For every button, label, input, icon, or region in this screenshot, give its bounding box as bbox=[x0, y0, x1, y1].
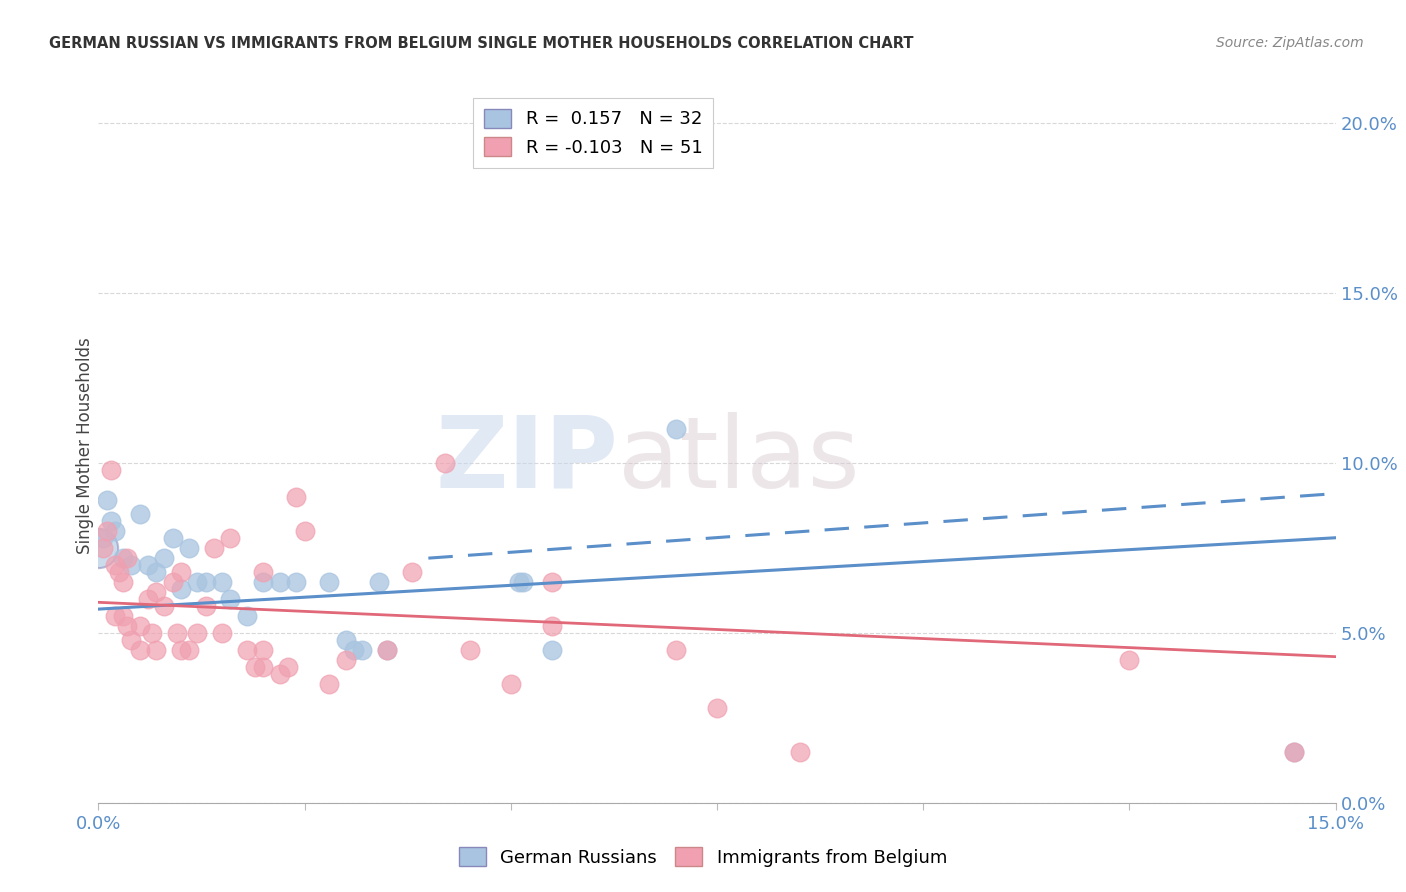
Point bbox=[294, 524, 316, 538]
Point bbox=[120, 558, 142, 572]
Text: atlas: atlas bbox=[619, 412, 859, 508]
Point bbox=[170, 582, 193, 596]
Point bbox=[706, 700, 728, 714]
Point bbox=[179, 541, 201, 555]
Point bbox=[211, 626, 233, 640]
Point bbox=[128, 507, 150, 521]
Point bbox=[170, 565, 193, 579]
Point bbox=[104, 558, 127, 572]
Text: ZIP: ZIP bbox=[436, 412, 619, 508]
Point bbox=[117, 551, 139, 566]
Point bbox=[104, 608, 127, 623]
Point bbox=[219, 531, 242, 545]
Text: GERMAN RUSSIAN VS IMMIGRANTS FROM BELGIUM SINGLE MOTHER HOUSEHOLDS CORRELATION C: GERMAN RUSSIAN VS IMMIGRANTS FROM BELGIU… bbox=[49, 36, 914, 51]
Point bbox=[1284, 745, 1306, 759]
Point bbox=[252, 643, 274, 657]
Point bbox=[91, 531, 114, 545]
Point bbox=[285, 490, 308, 504]
Point bbox=[100, 463, 122, 477]
Point bbox=[100, 514, 122, 528]
Point bbox=[117, 619, 139, 633]
Legend: R =  0.157   N = 32, R = -0.103   N = 51: R = 0.157 N = 32, R = -0.103 N = 51 bbox=[474, 98, 713, 168]
Y-axis label: Single Mother Households: Single Mother Households bbox=[76, 338, 94, 554]
Point bbox=[112, 574, 135, 589]
Point bbox=[136, 591, 159, 606]
Point bbox=[343, 643, 366, 657]
Point bbox=[243, 660, 266, 674]
Point bbox=[269, 574, 291, 589]
Point bbox=[186, 574, 208, 589]
Point bbox=[375, 643, 398, 657]
Point bbox=[541, 619, 564, 633]
Point bbox=[219, 591, 242, 606]
Point bbox=[318, 574, 340, 589]
Point bbox=[145, 585, 167, 599]
Point bbox=[458, 643, 481, 657]
Point bbox=[508, 574, 530, 589]
Point bbox=[162, 531, 184, 545]
Point bbox=[87, 541, 110, 555]
Point bbox=[120, 632, 142, 647]
Text: Source: ZipAtlas.com: Source: ZipAtlas.com bbox=[1216, 36, 1364, 50]
Point bbox=[335, 632, 357, 647]
Legend: German Russians, Immigrants from Belgium: German Russians, Immigrants from Belgium bbox=[451, 840, 955, 874]
Point bbox=[1284, 745, 1306, 759]
Point bbox=[162, 574, 184, 589]
Point bbox=[153, 551, 176, 566]
Point bbox=[153, 599, 176, 613]
Point bbox=[112, 608, 135, 623]
Point bbox=[145, 643, 167, 657]
Point bbox=[194, 574, 217, 589]
Point bbox=[186, 626, 208, 640]
Point bbox=[202, 541, 225, 555]
Point bbox=[401, 565, 423, 579]
Point bbox=[252, 574, 274, 589]
Point bbox=[166, 626, 188, 640]
Point bbox=[335, 653, 357, 667]
Point bbox=[433, 456, 456, 470]
Point bbox=[318, 677, 340, 691]
Point bbox=[541, 574, 564, 589]
Point bbox=[104, 524, 127, 538]
Point bbox=[1118, 653, 1140, 667]
Point bbox=[269, 666, 291, 681]
Point bbox=[541, 643, 564, 657]
Point bbox=[108, 565, 131, 579]
Point bbox=[367, 574, 389, 589]
Point bbox=[665, 422, 688, 436]
Point bbox=[112, 551, 135, 566]
Point bbox=[128, 643, 150, 657]
Point bbox=[512, 574, 534, 589]
Point bbox=[179, 643, 201, 657]
Point bbox=[252, 565, 274, 579]
Point bbox=[194, 599, 217, 613]
Point bbox=[252, 660, 274, 674]
Point bbox=[236, 608, 259, 623]
Point bbox=[96, 524, 118, 538]
Point bbox=[91, 541, 114, 555]
Point bbox=[170, 643, 193, 657]
Point bbox=[96, 493, 118, 508]
Point bbox=[128, 619, 150, 633]
Point bbox=[499, 677, 522, 691]
Point bbox=[141, 626, 163, 640]
Point bbox=[375, 643, 398, 657]
Point bbox=[236, 643, 259, 657]
Point bbox=[789, 745, 811, 759]
Point bbox=[285, 574, 308, 589]
Point bbox=[145, 565, 167, 579]
Point bbox=[211, 574, 233, 589]
Point bbox=[136, 558, 159, 572]
Point bbox=[277, 660, 299, 674]
Point bbox=[665, 643, 688, 657]
Point bbox=[352, 643, 374, 657]
